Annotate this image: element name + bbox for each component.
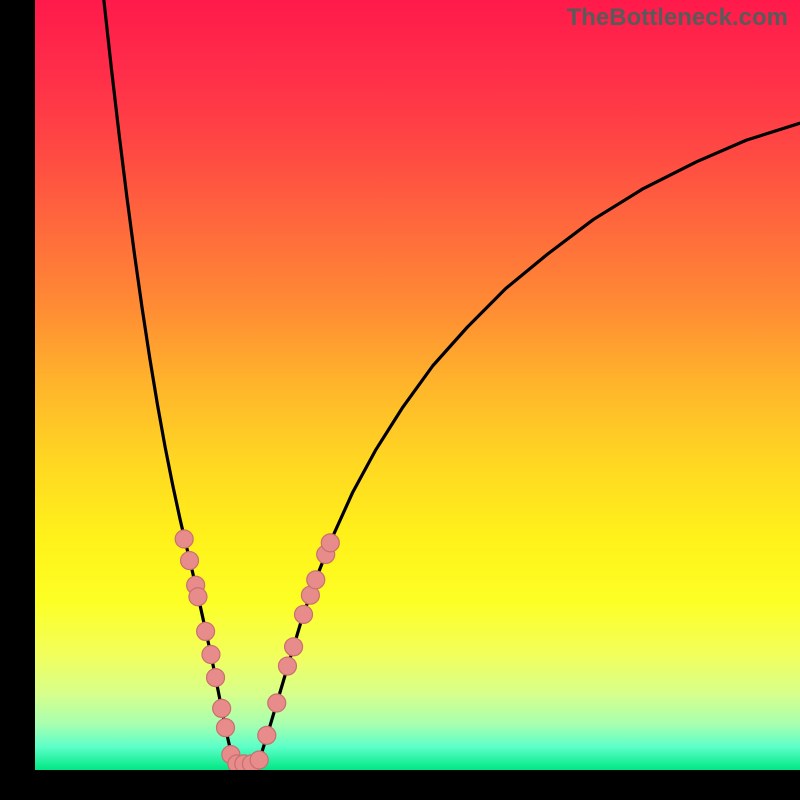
data-marker bbox=[307, 571, 325, 589]
data-marker bbox=[268, 694, 286, 712]
data-marker bbox=[258, 726, 276, 744]
data-marker bbox=[250, 751, 268, 769]
data-marker bbox=[202, 646, 220, 664]
data-marker bbox=[278, 657, 296, 675]
data-marker bbox=[295, 605, 313, 623]
data-marker bbox=[175, 530, 193, 548]
data-marker bbox=[197, 622, 215, 640]
data-marker bbox=[216, 719, 234, 737]
data-marker bbox=[207, 669, 225, 687]
data-marker bbox=[321, 534, 339, 552]
chart-frame: TheBottleneck.com bbox=[0, 0, 800, 800]
data-marker bbox=[189, 588, 207, 606]
watermark-label: TheBottleneck.com bbox=[567, 4, 788, 32]
plot-area bbox=[35, 0, 800, 770]
data-marker bbox=[213, 699, 231, 717]
data-marker bbox=[285, 638, 303, 656]
chart-svg bbox=[35, 0, 800, 770]
data-marker bbox=[181, 552, 199, 570]
